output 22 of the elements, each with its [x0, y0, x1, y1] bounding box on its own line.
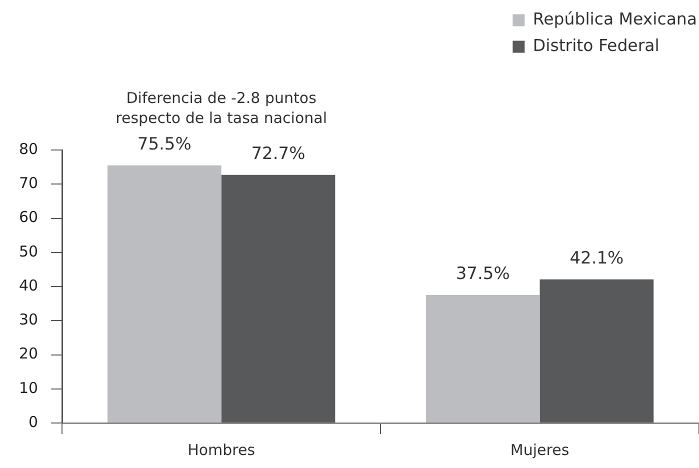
- bar: [221, 174, 336, 422]
- bar: [426, 295, 540, 422]
- y-tick-label: 60: [18, 208, 38, 226]
- y-tick-label: 10: [18, 378, 38, 397]
- data-label: 75.5%: [137, 134, 192, 154]
- y-tick-label: 20: [18, 344, 38, 363]
- x-tick-label: Mujeres: [510, 440, 570, 459]
- y-tick-label: 30: [18, 310, 38, 329]
- y-tick-label: 40: [18, 276, 38, 294]
- x-tick-label: Hombres: [188, 440, 256, 459]
- text: Diferencia de -2.8 puntos respecto de la tasa nacional: [116, 89, 327, 127]
- data-label: 42.1%: [570, 248, 624, 268]
- data-label: 37.5%: [456, 264, 510, 284]
- bar: [107, 165, 222, 422]
- y-tick-label: 0: [28, 412, 38, 431]
- legend-label: Distrito Federal: [532, 36, 660, 56]
- legend-label: República Mexicana: [532, 10, 698, 29]
- data-label: 72.7%: [251, 144, 306, 164]
- y-tick-label: 70: [18, 174, 38, 192]
- y-tick-label: 80: [18, 140, 38, 158]
- y-tick-label: 50: [18, 242, 38, 260]
- bar: [540, 279, 654, 422]
